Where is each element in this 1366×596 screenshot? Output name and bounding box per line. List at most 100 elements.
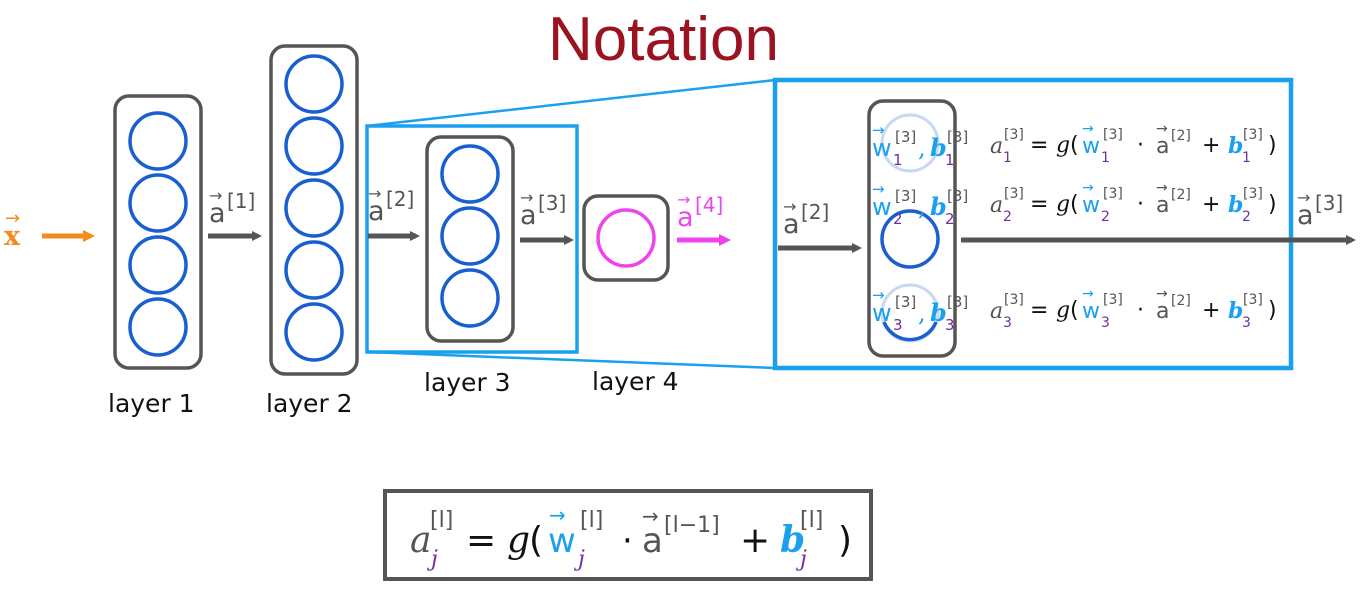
b-letter: b — [780, 519, 805, 561]
zoom-line-bottom — [366, 350, 776, 370]
l-superscript: [l] — [800, 508, 823, 533]
a-subscript: 1 — [1003, 150, 1012, 166]
dot-operator: · — [1137, 298, 1144, 323]
activation-superscript: [1] — [227, 189, 255, 213]
vector-arrow-icon: → — [1082, 286, 1094, 302]
plus: + — [1202, 298, 1220, 323]
neuron — [880, 209, 940, 269]
vector-arrow-icon: → — [368, 184, 381, 203]
layer-2-box — [269, 44, 359, 376]
layer-1 — [113, 94, 203, 370]
w-subscript: 3 — [893, 316, 903, 334]
a-letter: a — [990, 299, 1003, 324]
neuron — [128, 173, 188, 233]
activation-superscript: [3] — [1315, 191, 1343, 215]
vector-arrow-icon: → — [642, 504, 659, 528]
close-paren: ) — [1268, 133, 1277, 158]
unit-3: w → 3 [3] , b 3 [3] a 3 [3] = g ( w → 3 … — [872, 286, 1277, 334]
b-superscript: [3] — [947, 128, 968, 146]
vector-arrow-icon: → — [209, 186, 222, 205]
a-prev-letter: a — [642, 521, 663, 561]
w-letter: w — [872, 134, 892, 162]
dot-operator: · — [1137, 133, 1144, 158]
vector-arrow-icon: → — [783, 197, 796, 216]
vector-arrow-icon: → — [1082, 180, 1094, 196]
activation-a1-label: a → [1] — [209, 186, 255, 229]
activation-superscript: [2] — [386, 187, 414, 211]
vector-arrow-icon: → — [520, 188, 533, 207]
neuron — [284, 54, 344, 114]
zoom-layer-box — [867, 99, 957, 358]
neuron — [880, 113, 940, 173]
w-subscript: 2 — [893, 210, 903, 228]
dot-operator: · — [622, 521, 633, 561]
close-paren: ) — [838, 520, 852, 561]
vector-arrow-icon: → — [872, 180, 885, 198]
a-prev-superscript: [2] — [1171, 128, 1191, 144]
neuron — [128, 235, 188, 295]
g-letter: g — [1056, 133, 1070, 158]
b-subscript: 3 — [945, 316, 955, 334]
activation-superscript: [3] — [538, 191, 566, 215]
b-superscript: [3] — [947, 293, 968, 311]
neuron — [284, 178, 344, 238]
w-subscript: 3 — [1101, 315, 1110, 331]
activation-letter: a — [677, 202, 694, 233]
unit-1-params: w → 1 [3] , b 1 [3] — [872, 121, 968, 169]
unit-2: w → 2 [3] , b 2 [3] a 2 [3] = g ( w → 2 … — [872, 180, 1277, 228]
l-superscript: [l] — [430, 508, 453, 533]
w-superscript: [3] — [895, 128, 916, 146]
b-letter: b — [1228, 133, 1243, 159]
b-superscript: [3] — [1243, 292, 1263, 308]
a-superscript: [3] — [1004, 186, 1024, 202]
b-subscript: 1 — [945, 151, 955, 169]
activation-letter: a — [368, 196, 385, 227]
a-prev-superscript: [2] — [1171, 187, 1191, 203]
vector-arrow-icon: → — [1156, 180, 1168, 196]
plus: + — [740, 520, 770, 561]
unit-3-params: w → 3 [3] , b 3 [3] — [872, 286, 968, 334]
w-subscript: 1 — [893, 151, 903, 169]
b-subscript: 2 — [945, 210, 955, 228]
input-x: x → — [4, 208, 21, 252]
vector-arrow-icon: → — [677, 190, 690, 209]
activation-letter: a — [520, 200, 537, 231]
a-letter: a — [990, 193, 1003, 218]
input-label: x — [4, 221, 21, 252]
equals: = — [1030, 133, 1048, 158]
open-paren: ( — [1070, 298, 1079, 323]
layer-3-box — [425, 135, 515, 343]
b-letter: b — [930, 298, 947, 327]
w-superscript: [3] — [895, 187, 916, 205]
comma: , — [918, 134, 926, 162]
page-title: Notation — [548, 5, 779, 74]
a-letter: a — [410, 520, 431, 561]
unit-3-equation: a 3 [3] = g ( w → 3 [3] · a → [2] + b 3 … — [990, 286, 1277, 331]
b-superscript: [3] — [1243, 186, 1263, 202]
general-formula-box — [383, 489, 873, 581]
g-letter: g — [507, 520, 530, 561]
w-letter: w — [872, 299, 892, 327]
layer-3-label: layer 3 — [424, 368, 511, 397]
w-letter: w — [1082, 299, 1100, 324]
a-superscript: [3] — [1004, 292, 1024, 308]
zoom-line-top — [366, 78, 776, 128]
equals: = — [1030, 298, 1048, 323]
b-superscript: [3] — [947, 187, 968, 205]
layer-4-label: layer 4 — [592, 367, 679, 396]
b-subscript: 2 — [1242, 209, 1251, 225]
activation-a2-label: a → [2] — [368, 184, 414, 227]
a-prev-superscript: [2] — [1171, 293, 1191, 309]
layer-4-box — [582, 194, 670, 282]
equals: = — [1030, 192, 1048, 217]
dot-operator: · — [1137, 192, 1144, 217]
plus: + — [1202, 192, 1220, 217]
activation-letter: a — [209, 198, 226, 229]
unit-2-equation: a 2 [3] = g ( w → 2 [3] · a → [2] + b 2 … — [990, 180, 1277, 225]
b-letter: b — [1228, 298, 1243, 324]
layer-2-label: layer 2 — [266, 389, 353, 418]
vector-arrow-icon: → — [1156, 286, 1168, 302]
activation-superscript: [4] — [695, 193, 723, 217]
vector-arrow-icon: → — [1082, 121, 1094, 137]
zoom-output-label: a → [3] — [1297, 188, 1343, 231]
